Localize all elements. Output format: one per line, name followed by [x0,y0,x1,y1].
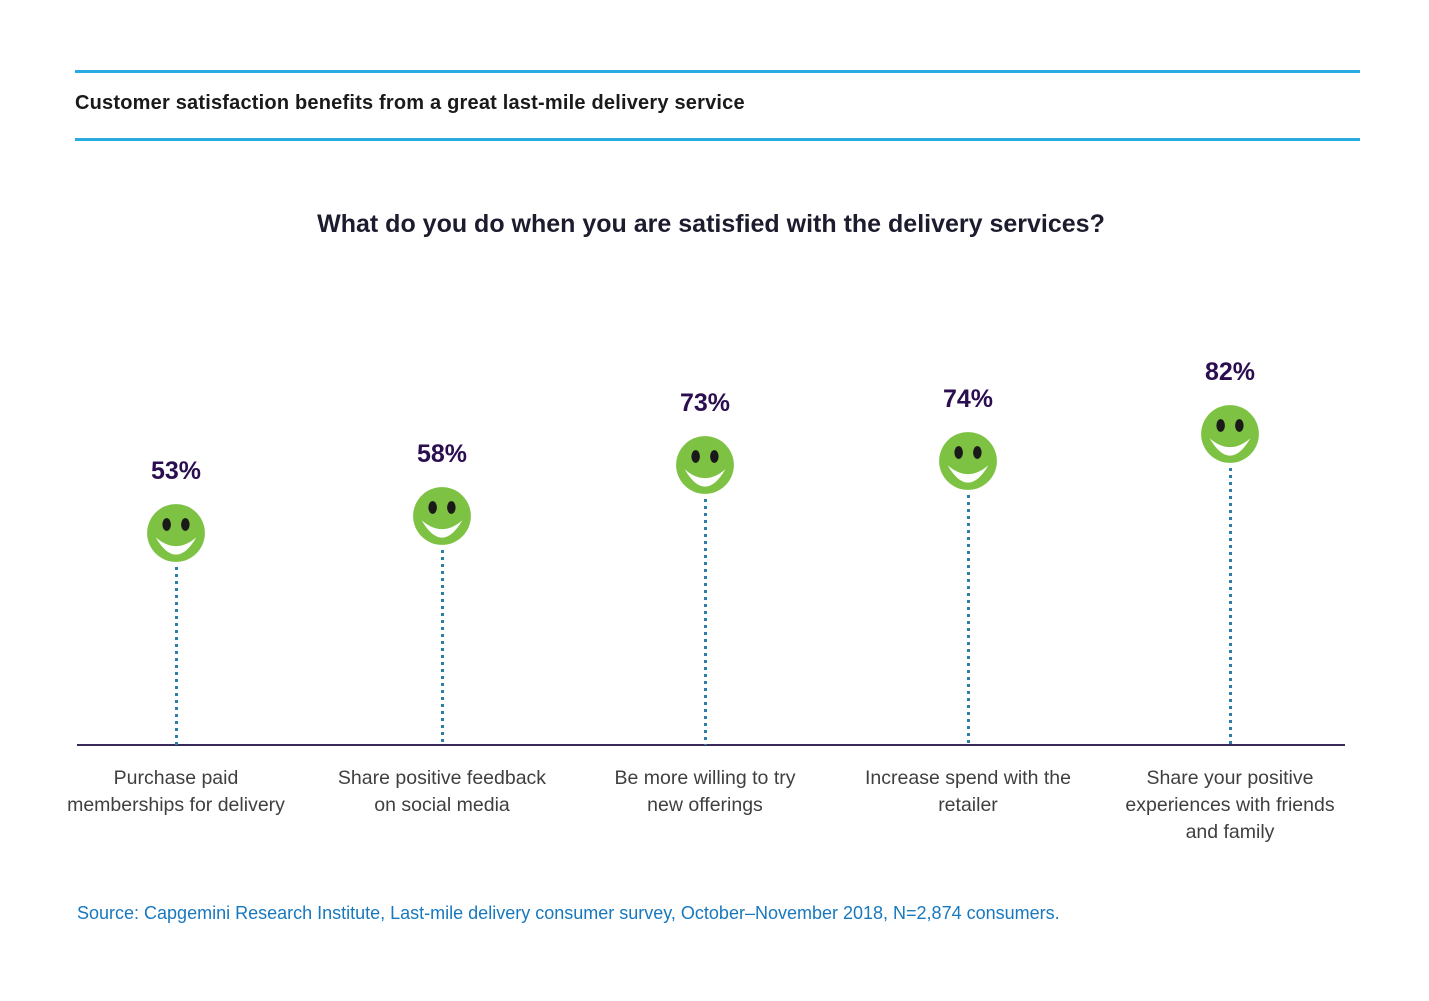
category-label: Increase spend with the retailer [865,767,1071,816]
smiley-face-icon [1196,400,1264,468]
smiley-face-icon [142,499,210,567]
lollipop-stem [441,550,444,745]
lollipop-stem [1229,468,1232,745]
lollipop-stem [967,495,970,745]
lollipop-stem [175,567,178,745]
value-label: 58% [416,440,468,468]
figure-header-title: Customer satisfaction benefits from a gr… [75,92,745,114]
value-label: 73% [679,389,731,417]
header-rule-bottom [75,138,1360,141]
category-label: Share your positive experiences with fri… [1125,767,1335,843]
category-label: Be more willing to try new offerings [614,767,796,816]
value-label: 53% [150,457,202,485]
smiley-face-icon [408,482,476,550]
smiley-face-icon [934,427,1002,495]
value-label: 82% [1204,358,1256,386]
value-label: 74% [942,385,994,413]
category-label: Share positive feedback on social media [337,767,547,816]
smiley-face-icon [671,431,739,499]
category-label: Purchase paid memberships for delivery [67,767,285,816]
chart-baseline-axis [77,744,1345,746]
source-note: Source: Capgemini Research Institute, La… [77,903,1060,923]
lollipop-stem [704,499,707,745]
chart-title: What do you do when you are satisfied wi… [317,210,1105,238]
header-rule-top [75,70,1360,73]
